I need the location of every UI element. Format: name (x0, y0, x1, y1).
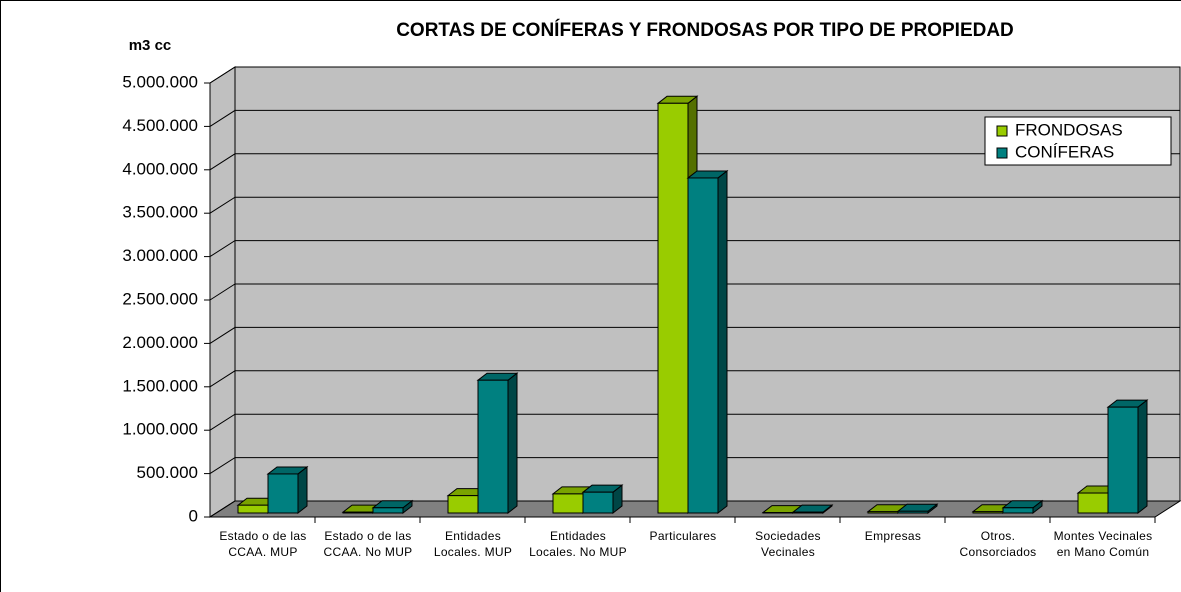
y-tick-label: 5.000.000 (122, 72, 198, 91)
x-tick-label: Particulares (649, 529, 717, 543)
grid-line (209, 196, 1180, 214)
grid-line (209, 500, 1180, 518)
grid-line (209, 240, 1180, 258)
x-tick-label: Sociedades Vecinales (755, 529, 821, 559)
x-tick-label: Entidades Locales. No MUP (529, 529, 627, 559)
y-tick-label: 1.500.000 (122, 376, 198, 395)
bar-front (477, 379, 509, 514)
x-tick-label: Estado o de las CCAA. No MUP (323, 529, 413, 559)
bar (371, 499, 414, 515)
legend-swatch (996, 147, 1008, 159)
bar-front (687, 177, 719, 514)
bar (1106, 399, 1149, 515)
chart-title: CORTAS DE CONÍFERAS Y FRONDOSAS POR TIPO… (396, 19, 1014, 41)
grid-line (209, 457, 1180, 475)
grid-line (209, 109, 1180, 127)
x-tick-label: Entidades Locales. MUP (433, 529, 513, 559)
x-tick-label: Montes Vecinales en Mano Común (1053, 529, 1153, 559)
grid-line (209, 326, 1180, 344)
bar-front (1077, 492, 1109, 514)
bar (791, 504, 834, 515)
y-tick-label: 500.000 (137, 463, 198, 482)
bar-front (267, 473, 299, 514)
y-tick-label: 3.000.000 (122, 246, 198, 265)
bar-front (972, 511, 1004, 514)
grid-line (209, 153, 1180, 171)
y-axis-label: m3 cc (129, 37, 172, 54)
grid-line (209, 283, 1180, 301)
y-tick-label: 3.500.000 (122, 203, 198, 222)
grid-line (209, 66, 1180, 84)
bar-front (342, 511, 374, 514)
bar-front (552, 493, 584, 514)
legend-label: CONÍFERAS (1015, 142, 1114, 161)
y-tick-label: 0 (189, 506, 198, 525)
bar-front (867, 511, 899, 514)
x-tick-label: Estado o de las CCAA. MUP (219, 529, 307, 559)
bar-front (582, 491, 614, 514)
bar-front (372, 507, 404, 514)
grid-line (209, 413, 1180, 431)
legend-box (984, 116, 1172, 166)
x-tick-label: Empresas (864, 529, 922, 543)
bar (476, 372, 519, 515)
y-tick-label: 1.000.000 (122, 420, 198, 439)
x-tick-label: Otros. Consorciados (959, 529, 1037, 559)
bar-side (507, 372, 518, 515)
y-tick-label: 4.500.000 (122, 116, 198, 135)
bar-front (447, 495, 479, 514)
y-tick-label: 2.500.000 (122, 289, 198, 308)
bar-side (297, 465, 308, 515)
bar (686, 169, 729, 515)
bar-front (897, 510, 929, 514)
bar-side (717, 169, 728, 515)
bar (896, 503, 939, 515)
y-tick-label: 4.000.000 (122, 159, 198, 178)
legend-swatch (996, 125, 1008, 137)
bar-side (1137, 399, 1148, 515)
grid-line (209, 370, 1180, 388)
bar (581, 484, 624, 515)
bar (266, 465, 309, 515)
bar-front (237, 504, 269, 514)
bar-front (1002, 507, 1034, 514)
bar-front (792, 511, 824, 514)
y-tick-label: 2.000.000 (122, 333, 198, 352)
bar-front (1107, 406, 1139, 514)
bar-front (657, 102, 689, 514)
legend-label: FRONDOSAS (1015, 120, 1123, 139)
bar (1001, 499, 1044, 515)
